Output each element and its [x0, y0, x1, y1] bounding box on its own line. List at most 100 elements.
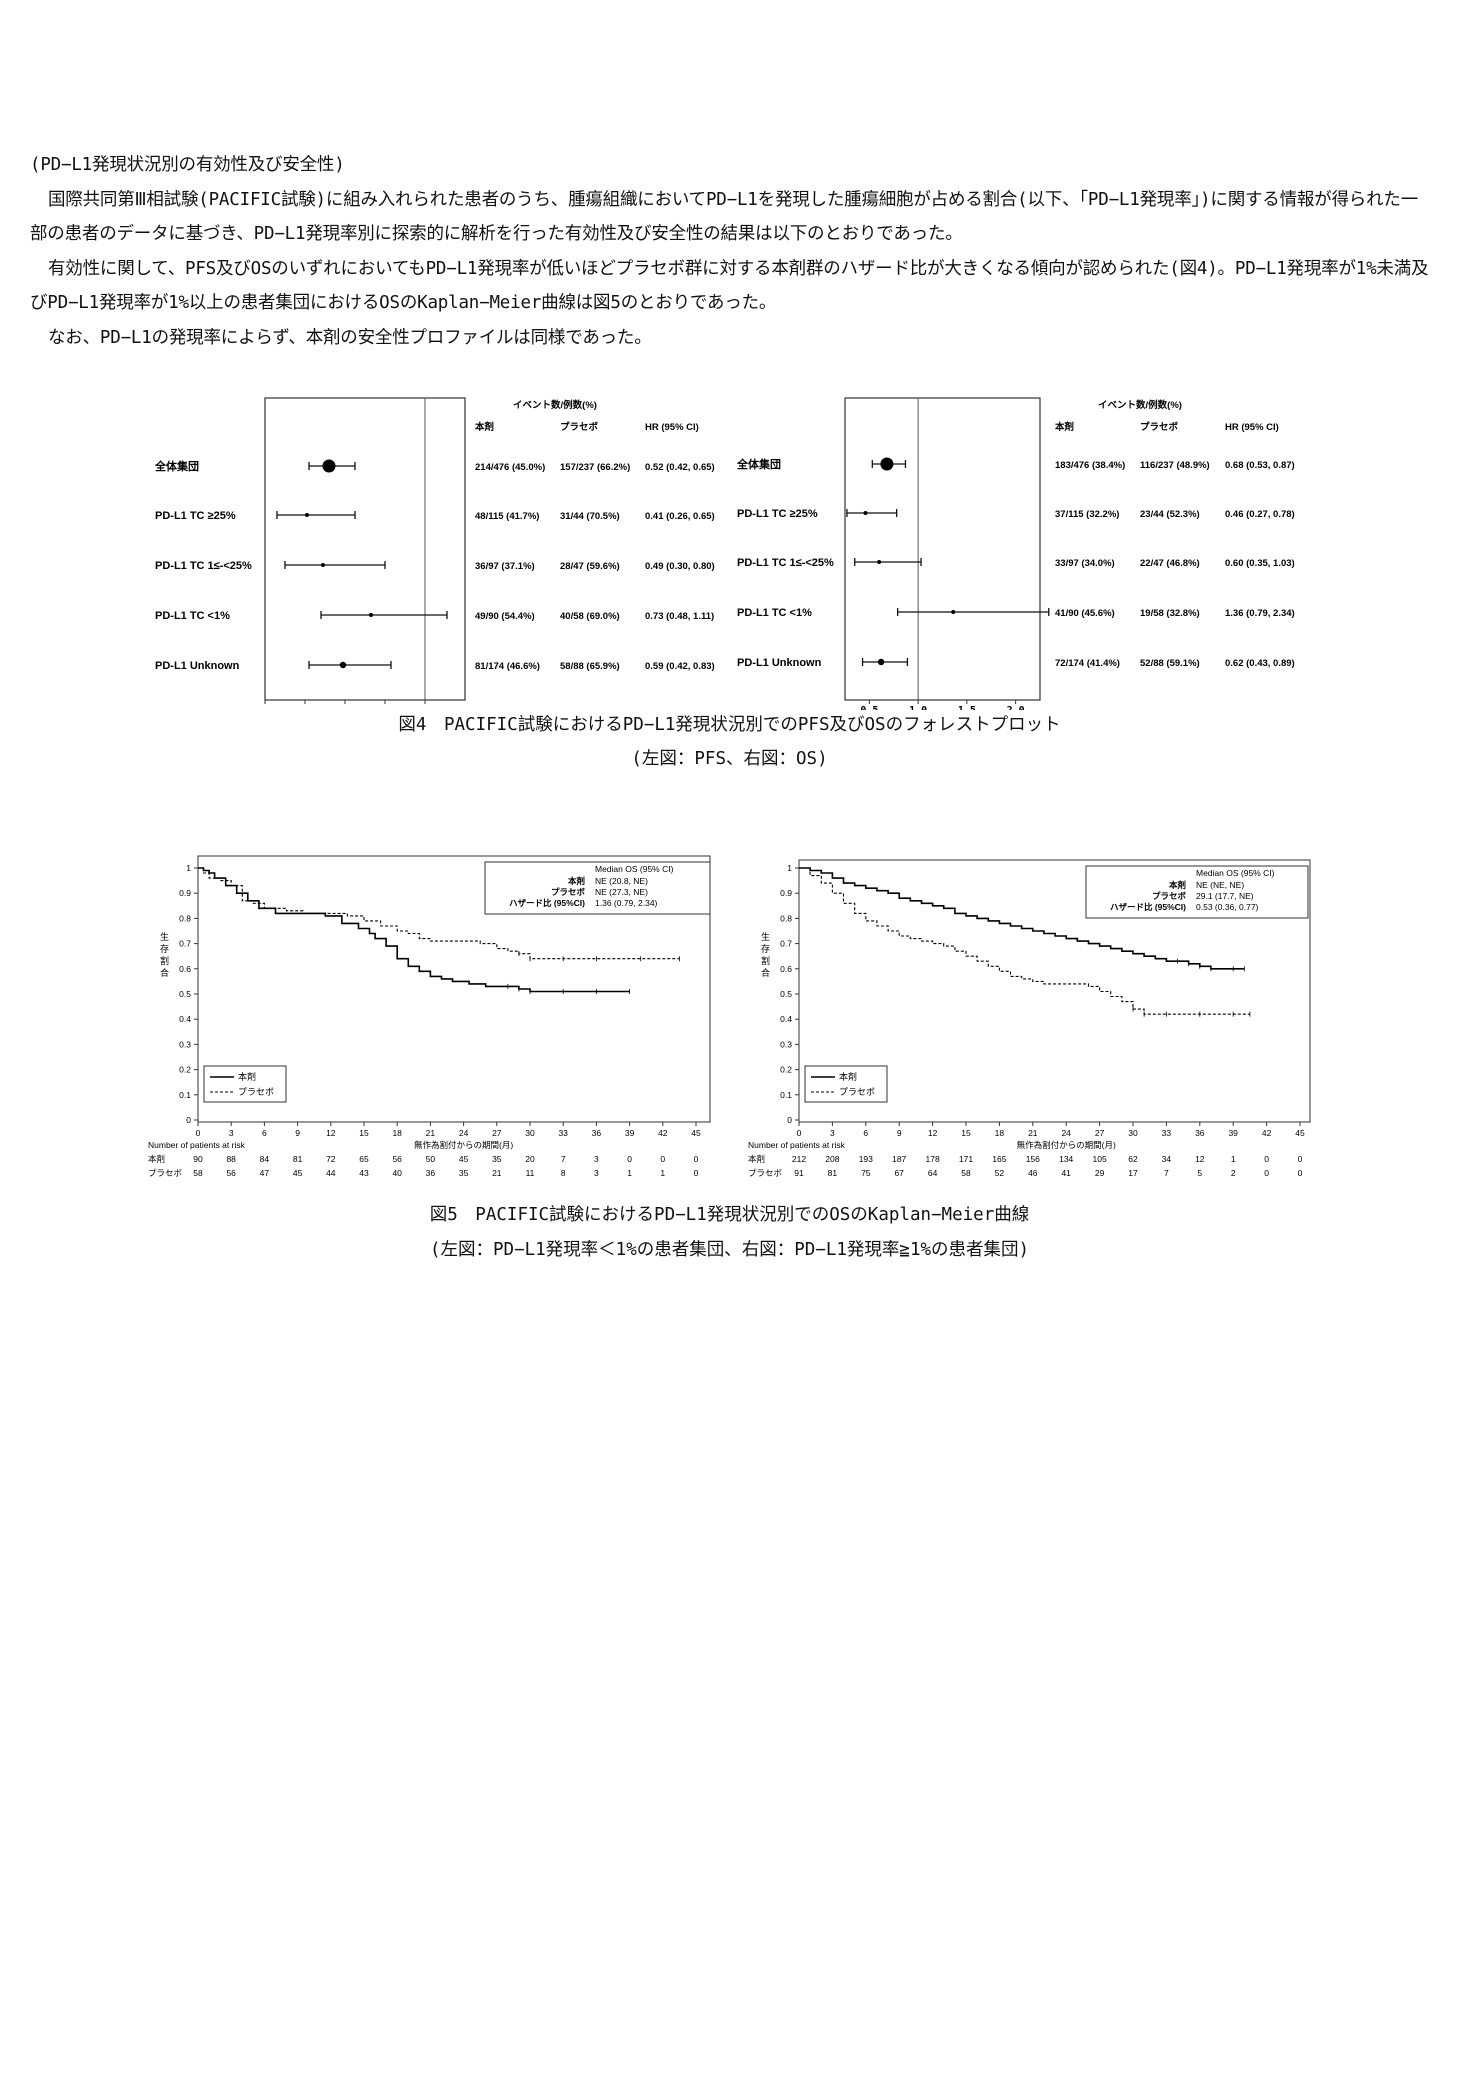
km-risk-value: 11	[526, 1168, 535, 1178]
forest-row-label: PD-L1 TC <1%	[737, 607, 812, 619]
forest-drug-events: 37/115 (32.2%)	[1055, 509, 1119, 520]
km-risk-row-label: 本剤	[148, 1154, 165, 1164]
km-info-row-label: 本剤	[568, 876, 585, 886]
forest-drug-events: 48/115 (41.7%)	[475, 511, 539, 522]
km-info-row-value: NE (27.3, NE)	[595, 887, 648, 897]
km-risk-value: 7	[1164, 1168, 1169, 1178]
km-risk-value: 52	[995, 1168, 1005, 1178]
forest-drug-events: 214/476 (45.0%)	[475, 462, 545, 473]
forest-placebo-events: 19/58 (32.8%)	[1140, 608, 1200, 619]
km-y-tick-label: 0.3	[179, 1039, 191, 1049]
forest-point-estimate	[305, 513, 309, 517]
km-risk-value: 178	[926, 1154, 940, 1164]
forest-column-header: HR (95% CI)	[645, 422, 699, 433]
forest-placebo-events: 28/47 (59.6%)	[560, 561, 620, 572]
km-risk-value: 0	[694, 1168, 699, 1178]
km-risk-value: 34	[1162, 1154, 1172, 1164]
km-y-tick-label: 0.6	[179, 964, 191, 974]
forest-header-title: イベント数/例数(%)	[1098, 399, 1182, 411]
forest-row-label: PD-L1 TC 1≤-<25%	[737, 557, 834, 569]
forest-drug-events: 72/174 (41.4%)	[1055, 658, 1120, 669]
forest-drug-events: 36/97 (37.1%)	[475, 561, 535, 572]
body-text: (PD−L1発現状況別の有効性及び安全性) 国際共同第Ⅲ相試験(PACIFIC試…	[30, 148, 1435, 355]
forest-point-estimate	[877, 658, 885, 666]
forest-hr-value: 0.41 (0.26, 0.65)	[645, 511, 715, 522]
forest-hr-value: 1.36 (0.79, 2.34)	[1225, 608, 1295, 619]
km-plot-left: 00.10.20.30.40.50.60.70.80.910 3 6 9 12 15 18 2…	[148, 855, 711, 1178]
km-info-header: Median OS (95% CI)	[1196, 868, 1275, 878]
km-y-tick-label: 0.8	[179, 913, 191, 923]
km-risk-value: 171	[959, 1154, 973, 1164]
forest-point-estimate	[322, 459, 336, 473]
km-y-tick-label: 1	[787, 863, 792, 873]
km-info-row-value: NE (20.8, NE)	[595, 876, 648, 886]
km-y-tick-label: 0.7	[780, 939, 792, 949]
figure-5-caption: 図5 PACIFIC試験におけるPD−L1発現状況別でのOSのKaplan−Me…	[429, 1205, 1030, 1225]
forest-column-header: 本剤	[1055, 421, 1074, 433]
km-risk-value: 44	[326, 1168, 336, 1178]
forest-placebo-events: 23/44 (52.3%)	[1140, 509, 1200, 520]
km-risk-value: 45	[459, 1154, 469, 1164]
km-risk-value: 50	[426, 1154, 436, 1164]
km-x-tick-label: 24	[1061, 1128, 1071, 1138]
forest-point-estimate	[951, 610, 956, 614]
km-x-tick-label: 33	[1162, 1128, 1172, 1138]
km-info-row-label: ハザード比 (95%CI)	[509, 898, 585, 908]
km-curve-placebo	[198, 867, 680, 960]
km-y-tick-label: 0.4	[179, 1014, 191, 1024]
km-info-header: Median OS (95% CI)	[595, 864, 674, 874]
km-risk-value: 45	[293, 1168, 303, 1178]
km-x-tick-label: 21	[1028, 1128, 1038, 1138]
km-x-tick-label: 24	[459, 1128, 469, 1138]
forest-plot-left: イベント数/例数(%) 本剤 プラセボ HR (95% CI) 全体集団 214/476 …	[154, 397, 715, 704]
km-risk-value: 0	[1298, 1168, 1303, 1178]
km-risk-value: 62	[1128, 1154, 1138, 1164]
forest-point-estimate	[321, 563, 325, 567]
forest-row-label: 全体集団	[154, 459, 199, 473]
km-risk-value: 2	[1231, 1168, 1236, 1178]
km-info-box	[1085, 865, 1309, 919]
km-risk-value: 47	[260, 1168, 270, 1178]
km-risk-value: 3	[594, 1168, 599, 1178]
km-curve-drug	[799, 867, 1245, 970]
forest-placebo-events: 40/58 (69.0%)	[560, 611, 620, 622]
km-risk-value: 0	[627, 1154, 632, 1164]
km-plot-right: 00.10.20.30.40.50.60.70.80.910 3 6 9 12 15 18 2…	[748, 859, 1311, 1178]
km-x-tick-label: 18	[995, 1128, 1005, 1138]
km-x-tick-label: 36	[1195, 1128, 1205, 1138]
km-info-row-value: 1.36 (0.79, 2.34)	[595, 898, 658, 908]
km-legend-drug-label: 本剤	[839, 1071, 857, 1082]
forest-drug-events: 33/97 (34.0%)	[1055, 558, 1115, 569]
forest-frame	[844, 397, 1041, 701]
paragraph-2: 有効性に関して、PFS及びOSのいずれにおいてもPD−L1発現率が低いほどプラセ…	[30, 258, 1429, 314]
forest-placebo-events: 58/88 (65.9%)	[560, 661, 620, 672]
forest-frame	[264, 397, 466, 701]
km-x-tick-label: 18	[392, 1128, 402, 1138]
km-info-row-value: 0.53 (0.36, 0.77)	[1196, 902, 1259, 912]
km-legend	[804, 1065, 888, 1103]
km-risk-value: 56	[226, 1168, 236, 1178]
km-risk-value: 81	[293, 1154, 303, 1164]
forest-column-header: プラセボ	[1140, 421, 1179, 433]
km-x-tick-label: 27	[1095, 1128, 1105, 1138]
km-y-tick-label: 0.5	[780, 989, 792, 999]
forest-row-label: 全体集団	[736, 457, 781, 471]
km-risk-value: 72	[326, 1154, 336, 1164]
km-x-tick-label: 45	[1295, 1128, 1305, 1138]
km-x-tick-label: 9	[897, 1128, 902, 1138]
km-legend-drug-label: 本剤	[238, 1071, 256, 1082]
section-title: (PD−L1発現状況別の有効性及び安全性)	[30, 155, 345, 175]
km-x-tick-label: 0	[797, 1128, 802, 1138]
km-legend-placebo-label: プラセボ	[839, 1087, 875, 1097]
km-x-tick-label: 6	[262, 1128, 267, 1138]
km-y-tick-label: 0.2	[780, 1065, 792, 1075]
forest-row-label: PD-L1 Unknown	[737, 657, 822, 669]
km-frame	[798, 859, 1311, 1123]
km-risk-value: 75	[861, 1168, 871, 1178]
km-risk-title: Number of patients at risk	[148, 1140, 246, 1150]
km-legend-placebo-label: プラセボ	[238, 1087, 274, 1097]
figure-4-subcaption: (左図：PFS、右図：OS)	[631, 749, 828, 769]
forest-hr-value: 0.73 (0.48, 1.11)	[645, 611, 714, 622]
km-y-tick-label: 0.1	[780, 1090, 792, 1100]
forest-header-title: イベント数/例数(%)	[513, 399, 597, 411]
